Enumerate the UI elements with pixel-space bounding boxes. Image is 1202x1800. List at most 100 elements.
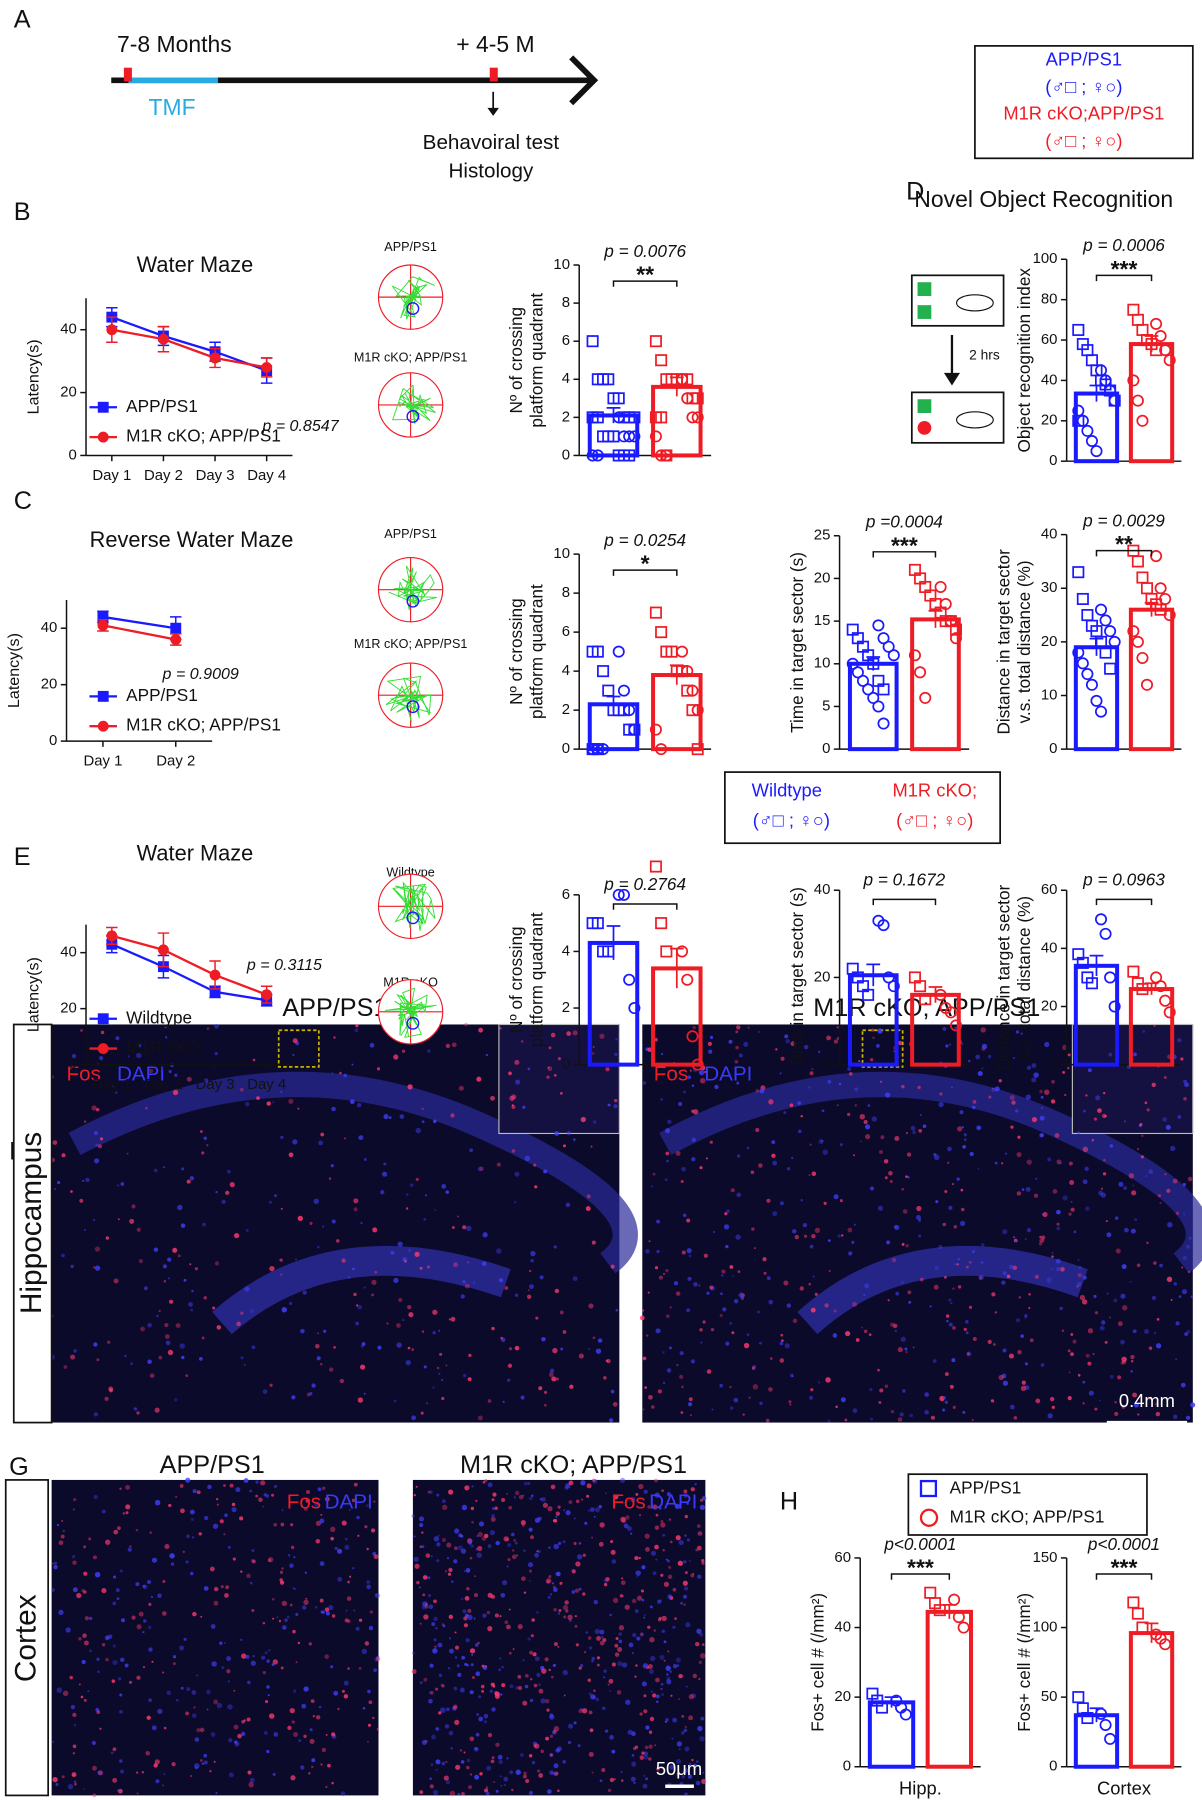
cell — [707, 1041, 713, 1046]
data-point — [97, 619, 109, 631]
cell — [453, 1262, 458, 1268]
cell — [1082, 1179, 1088, 1185]
cell — [1151, 1082, 1156, 1088]
y-tick-label: 2 — [562, 702, 570, 718]
cell — [963, 1327, 967, 1331]
cell — [448, 1637, 452, 1640]
cell — [904, 1347, 908, 1351]
cell — [1013, 1416, 1018, 1420]
cell — [1098, 1190, 1103, 1196]
cell — [320, 1763, 323, 1766]
cell — [93, 1494, 98, 1500]
data-point — [875, 1701, 889, 1714]
cell — [822, 1149, 828, 1155]
cell — [331, 1732, 336, 1737]
cell — [202, 1222, 206, 1227]
y-tick-label: 0 — [562, 1057, 570, 1073]
cell — [1092, 1353, 1095, 1355]
cell — [519, 1752, 524, 1757]
data-point — [1099, 1718, 1112, 1731]
data-point — [872, 700, 885, 713]
cell — [586, 1194, 591, 1199]
cell — [1047, 1413, 1053, 1419]
cell — [177, 1254, 181, 1258]
cell — [729, 1406, 734, 1410]
cell — [83, 1120, 87, 1123]
cell — [1108, 1052, 1113, 1057]
legend-text: M1R cKO; — [892, 779, 977, 800]
data-point — [1095, 1707, 1108, 1720]
cell — [233, 1724, 239, 1730]
cell — [1067, 1396, 1072, 1401]
cell — [157, 1708, 163, 1714]
cell — [1040, 1363, 1045, 1367]
x-tick-label: Day 2 — [144, 468, 183, 484]
cell — [779, 1358, 785, 1363]
cell — [201, 1151, 205, 1155]
cell — [847, 1067, 852, 1071]
cell — [220, 1585, 224, 1589]
data-point — [157, 944, 169, 956]
cell — [457, 1672, 462, 1677]
cell — [538, 1688, 544, 1694]
cell — [116, 1597, 120, 1601]
stain-label: DAPI — [704, 1062, 752, 1085]
cell — [83, 1640, 89, 1646]
image-title: M1R cKO; APP/PS1 — [460, 1451, 687, 1479]
cell — [487, 1544, 492, 1549]
cell — [981, 1043, 988, 1050]
cell — [1170, 1145, 1176, 1152]
cell — [546, 1075, 550, 1079]
cell — [269, 1200, 272, 1204]
cell — [564, 1600, 569, 1605]
data-point — [261, 361, 273, 373]
cell — [121, 1618, 125, 1623]
cell — [445, 1190, 450, 1194]
cell — [609, 1613, 612, 1617]
cell — [249, 1489, 253, 1493]
cell — [557, 1612, 561, 1615]
cell — [478, 1521, 484, 1527]
cell — [289, 1563, 294, 1568]
data-point — [1140, 678, 1154, 691]
cell — [423, 1677, 428, 1682]
cell — [499, 1775, 502, 1778]
cell — [1093, 1294, 1097, 1298]
x-tick-label: Day 2 — [156, 754, 195, 770]
cell — [838, 1082, 842, 1086]
data-point — [1131, 1607, 1144, 1620]
cell — [1006, 1274, 1011, 1279]
cell — [541, 1668, 547, 1674]
cell — [573, 1517, 576, 1520]
cell — [1010, 1125, 1014, 1129]
cell — [1132, 1392, 1138, 1398]
panel-label: C — [14, 487, 32, 515]
cell — [288, 1152, 294, 1158]
cell — [880, 1135, 885, 1140]
data-point — [1131, 313, 1144, 326]
bar — [1073, 645, 1120, 752]
cell — [735, 1030, 739, 1034]
cell — [438, 1673, 443, 1678]
stain-label: Fos — [611, 1490, 645, 1513]
cell — [147, 1359, 152, 1364]
cell — [610, 1540, 614, 1544]
cell — [1020, 1385, 1027, 1392]
cell — [905, 1244, 909, 1248]
cell — [618, 1639, 623, 1644]
cell — [954, 1026, 958, 1030]
cell — [544, 1390, 548, 1394]
cell — [676, 1364, 679, 1367]
cell — [501, 1497, 506, 1503]
cell — [676, 1772, 680, 1776]
cell — [754, 1247, 756, 1250]
cell — [944, 1400, 948, 1404]
cell — [237, 1733, 242, 1739]
cell — [441, 1537, 446, 1542]
cell — [292, 1629, 296, 1634]
cell — [1082, 1402, 1085, 1405]
cell — [733, 1298, 739, 1304]
cell — [930, 1415, 935, 1420]
treatment-label: TMF — [148, 94, 195, 120]
cell — [525, 1778, 530, 1783]
